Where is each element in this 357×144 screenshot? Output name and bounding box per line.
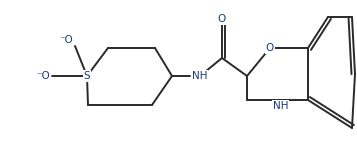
Text: O: O <box>266 43 274 53</box>
Text: ⁻O: ⁻O <box>59 35 73 45</box>
Text: NH: NH <box>273 101 288 111</box>
Text: ⁻O: ⁻O <box>36 71 50 81</box>
Text: NH: NH <box>192 71 207 81</box>
Text: S: S <box>84 71 90 81</box>
Text: O: O <box>218 14 226 24</box>
